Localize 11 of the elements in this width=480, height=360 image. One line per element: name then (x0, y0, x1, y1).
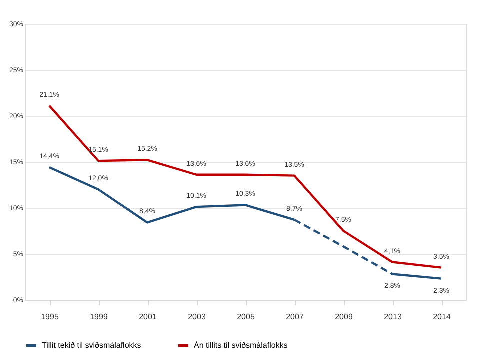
x-tick-label: 2005 (237, 312, 256, 322)
x-tick-label: 2001 (139, 312, 158, 322)
x-tick-label: 1999 (90, 312, 108, 322)
x-tick-label: 2014 (433, 312, 452, 322)
legend-label: Án tillits til sviðsmálaflokks (194, 340, 288, 350)
x-tick-label: 2013 (384, 312, 402, 322)
x-tick-label: 2009 (335, 312, 354, 322)
x-tick-label: 2003 (188, 312, 206, 322)
legend-label: Tillit tekið til sviðsmálaflokks (42, 340, 142, 350)
x-tick-label: 1995 (41, 312, 60, 322)
x-tick-label: 2007 (286, 312, 304, 322)
